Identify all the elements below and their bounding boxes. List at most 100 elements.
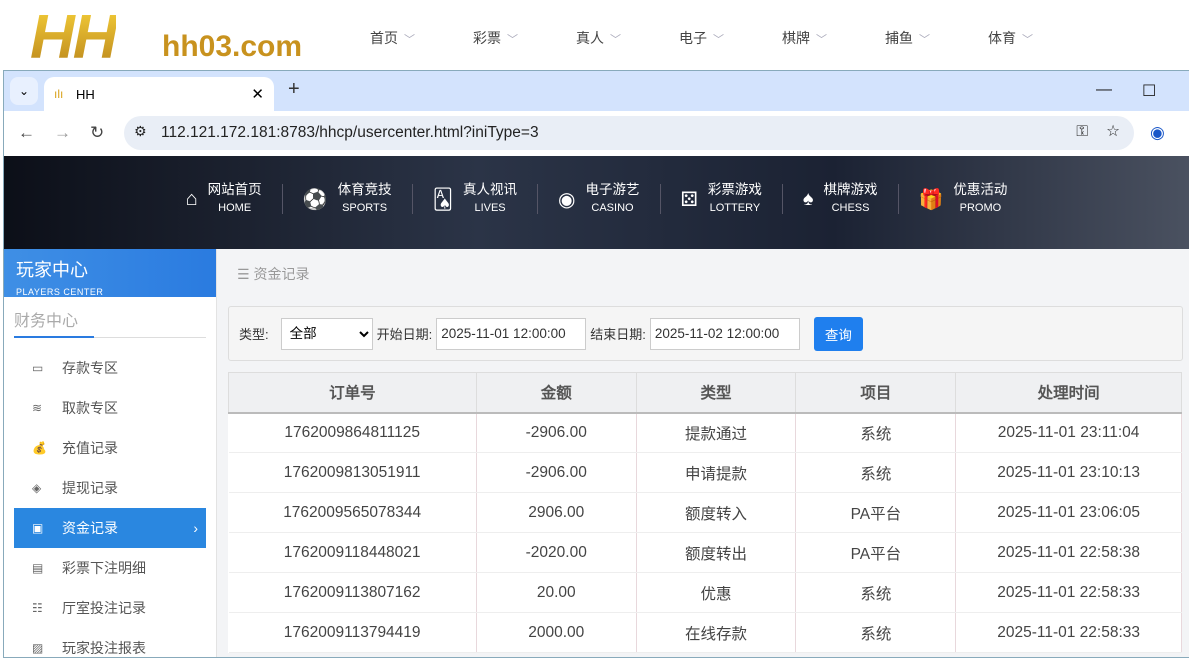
query-button[interactable]: 查询	[813, 316, 863, 351]
table-cell: 系统	[795, 452, 957, 493]
banner-nav-label: 真人视讯	[463, 182, 518, 197]
table-cell: -2020.00	[476, 532, 637, 573]
sidebar-item-label: 提现记录	[62, 480, 118, 496]
logo[interactable]: HH	[30, 3, 118, 72]
back-icon[interactable]: ←	[18, 123, 35, 142]
table-cell: 1762009118448021	[228, 532, 477, 573]
banner-nav-item[interactable]: ⌂ 网站首页 HOME	[166, 182, 283, 214]
sidebar-item-icon: ▤	[32, 561, 44, 575]
tab-search-button[interactable]: ⌄	[10, 77, 38, 105]
table-cell: 20.00	[476, 572, 637, 613]
site-nav-item[interactable]: 首页 ﹀	[370, 28, 473, 48]
column-header[interactable]: 处理时间	[955, 372, 1182, 414]
table-cell: 2025-11-01 22:58:33	[955, 572, 1182, 613]
table-cell: 额度转出	[636, 532, 797, 573]
site-nav-label: 电子	[679, 30, 707, 46]
sidebar-item[interactable]: ≋ 取款专区	[14, 388, 206, 428]
site-info-icon[interactable]: ⚙	[134, 123, 147, 139]
banner-nav-item[interactable]: 🎁 优惠活动 PROMO	[899, 182, 1028, 214]
sidebar-item-label: 彩票下注明细	[62, 560, 146, 576]
site-nav-item[interactable]: 体育 ﹀	[988, 28, 1091, 48]
table-cell: 提款通过	[636, 412, 797, 453]
chevron-down-icon: ﹀	[713, 34, 724, 46]
url-input[interactable]: ⚙ 112.121.172.181:8783/hhcp/usercenter.h…	[124, 116, 1134, 150]
column-header[interactable]: 项目	[795, 372, 957, 414]
site-nav-label: 体育	[988, 30, 1016, 46]
table-cell: 2906.00	[476, 492, 637, 533]
breadcrumb-text: 资金记录	[253, 266, 310, 282]
banner-nav-item[interactable]: ⚄ 彩票游戏 LOTTERY	[661, 182, 783, 214]
filter-bar: 类型: 全部 开始日期: 2025-11-01 12:00:00 结束日期: 2…	[228, 306, 1183, 361]
site-nav-label: 彩票	[473, 30, 501, 46]
minimize-button[interactable]: —	[1096, 81, 1112, 98]
table-cell: -2906.00	[476, 452, 637, 493]
table-cell: 1762009813051911	[228, 452, 477, 493]
column-header[interactable]: 金额	[475, 372, 637, 414]
chevron-down-icon: ﹀	[610, 34, 621, 46]
sidebar-item-label: 存款专区	[62, 360, 118, 376]
site-nav-item[interactable]: 捕鱼 ﹀	[885, 28, 988, 48]
ball-icon: ⚽	[302, 188, 328, 211]
table-row: 1762009565078344 2906.00 额度转入 PA平台 2025-11-0…	[228, 492, 1182, 533]
sidebar-item[interactable]: ☷ 厅室投注记录	[14, 588, 206, 628]
sidebar-item-label: 取款专区	[62, 400, 118, 416]
banner-nav-item[interactable]: ⚽ 体育竞技 SPORTS	[283, 182, 413, 214]
home-icon: ⌂	[185, 187, 198, 210]
slot-icon: ◉	[558, 188, 576, 211]
table-cell: 1762009113807162	[228, 572, 477, 613]
chevron-down-icon: ﹀	[1022, 34, 1033, 46]
sidebar-item[interactable]: ▣ 资金记录 ›	[14, 508, 206, 548]
type-select[interactable]: 全部	[280, 317, 373, 350]
key-icon[interactable]: ⚿	[1076, 123, 1088, 140]
site-nav-item[interactable]: 彩票 ﹀	[473, 28, 576, 48]
banner-nav-sublabel: SPORTS	[342, 202, 388, 214]
end-date-label: 结束日期:	[590, 327, 646, 342]
table-row: 1762009118448021 -2020.00 额度转出 PA平台 2025-11-…	[228, 532, 1182, 573]
sidebar-item[interactable]: ▨ 玩家投注报表	[14, 628, 206, 657]
menu-icon: ☰	[237, 266, 254, 282]
sidebar-section-title: 财务中心	[14, 305, 206, 338]
sidebar-item[interactable]: 💰 充值记录	[14, 428, 206, 468]
forward-icon[interactable]: →	[54, 123, 71, 142]
banner-nav-item[interactable]: ♠ 棋牌游戏 CHESS	[783, 182, 899, 214]
tab-title: HH	[76, 87, 95, 102]
sidebar-item-icon: ≋	[32, 401, 43, 415]
address-bar-row: ← → ↻ ⚙ 112.121.172.181:8783/hhcp/userce…	[4, 111, 1189, 156]
sidebar-title: 玩家中心	[16, 260, 88, 280]
banner-nav-item[interactable]: 🂡 真人视讯 LIVES	[413, 182, 539, 214]
maximize-button[interactable]: ☐	[1142, 83, 1157, 100]
start-date-input[interactable]: 2025-11-01 12:00:00	[436, 317, 587, 350]
breadcrumb: ☰ 资金记录	[217, 249, 1189, 297]
profile-icon[interactable]: ◉	[1150, 123, 1165, 142]
banner-nav-label: 电子游艺	[585, 182, 640, 197]
sidebar: 玩家中心 PLAYERS CENTER 财务中心 ▭ 存款专区 ≋ 取款专区 💰 充值记录…	[4, 249, 217, 657]
table-cell: PA平台	[795, 492, 957, 533]
reload-icon[interactable]: ↻	[90, 123, 105, 142]
sidebar-item[interactable]: ◈ 提现记录	[14, 468, 206, 508]
close-tab-icon[interactable]: ✕	[251, 86, 264, 103]
star-icon[interactable]: ☆	[1106, 123, 1120, 140]
logo-domain: hh03.com	[162, 30, 303, 63]
table-cell: 2025-11-01 23:06:05	[955, 492, 1182, 533]
site-nav-label: 真人	[576, 30, 604, 46]
browser-window: ⌄ ılı HH ✕ + — ☐ ← → ↻ ⚙ 112.121.172.181…	[3, 70, 1189, 658]
end-date-input[interactable]: 2025-11-02 12:00:00	[649, 317, 800, 350]
sidebar-header: 玩家中心 PLAYERS CENTER	[4, 249, 216, 297]
table-cell: 申请提款	[636, 452, 797, 493]
site-nav-item[interactable]: 电子 ﹀	[679, 28, 782, 48]
table-cell: 2025-11-01 22:58:33	[955, 612, 1182, 653]
banner-nav-item[interactable]: ◉ 电子游艺 CASINO	[538, 182, 661, 214]
column-header[interactable]: 订单号	[228, 372, 477, 414]
site-nav-item[interactable]: 棋牌 ﹀	[782, 28, 885, 48]
start-date-label: 开始日期:	[376, 327, 433, 342]
table-cell: 在线存款	[636, 612, 797, 653]
sidebar-item[interactable]: ▭ 存款专区	[14, 348, 206, 388]
column-header[interactable]: 类型	[635, 372, 797, 414]
new-tab-button[interactable]: +	[288, 78, 300, 100]
browser-tab[interactable]: ılı HH ✕	[44, 77, 274, 111]
banner-nav-label: 棋牌游戏	[823, 182, 878, 197]
table-row: 1762009113794419 2000.00 在线存款 系统 2025-11-01 …	[228, 612, 1182, 653]
sidebar-item[interactable]: ▤ 彩票下注明细	[14, 548, 206, 588]
site-nav-item[interactable]: 真人 ﹀	[576, 28, 679, 48]
banner-nav-sublabel: LOTTERY	[709, 202, 761, 214]
